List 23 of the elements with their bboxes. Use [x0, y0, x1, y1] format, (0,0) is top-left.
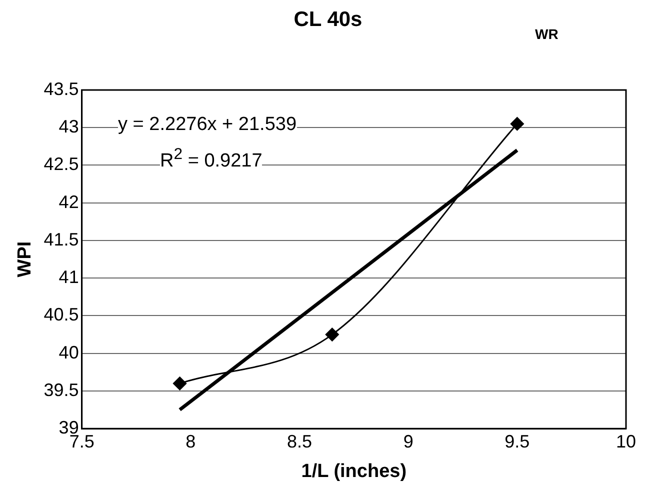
- x-tick-label: 9.5: [504, 431, 530, 452]
- y-tick-label: 40: [58, 342, 79, 362]
- y-tick-label: 42.5: [44, 154, 79, 174]
- x-tick-label: 8: [186, 431, 196, 452]
- y-axis-title: WPI: [14, 241, 36, 278]
- x-tick-label: 9: [403, 431, 414, 452]
- y-tick-label: 42: [58, 192, 79, 212]
- point: [325, 328, 339, 342]
- point: [510, 117, 524, 131]
- annotation: R$^{2}$ = 0.9217: [160, 144, 262, 172]
- chart-subtitle: WR: [535, 26, 558, 42]
- y-tick-label: 40.5: [44, 304, 79, 325]
- y-tick-label: 39.5: [44, 380, 79, 400]
- x-tick-label: 8.5: [286, 431, 312, 452]
- y-tick-label: 43.5: [44, 78, 79, 99]
- x-tick-label: 10: [616, 431, 636, 452]
- annotation: y = 2.2276x + 21.539: [118, 114, 297, 136]
- y-tick-label: 43: [58, 116, 79, 137]
- y-tick-label: 41.5: [44, 229, 79, 250]
- chart-title: CL 40s: [294, 8, 362, 31]
- x-axis-title: 1/L (inches): [301, 460, 407, 482]
- point: [173, 376, 187, 390]
- y-tick-label: 41: [58, 267, 79, 288]
